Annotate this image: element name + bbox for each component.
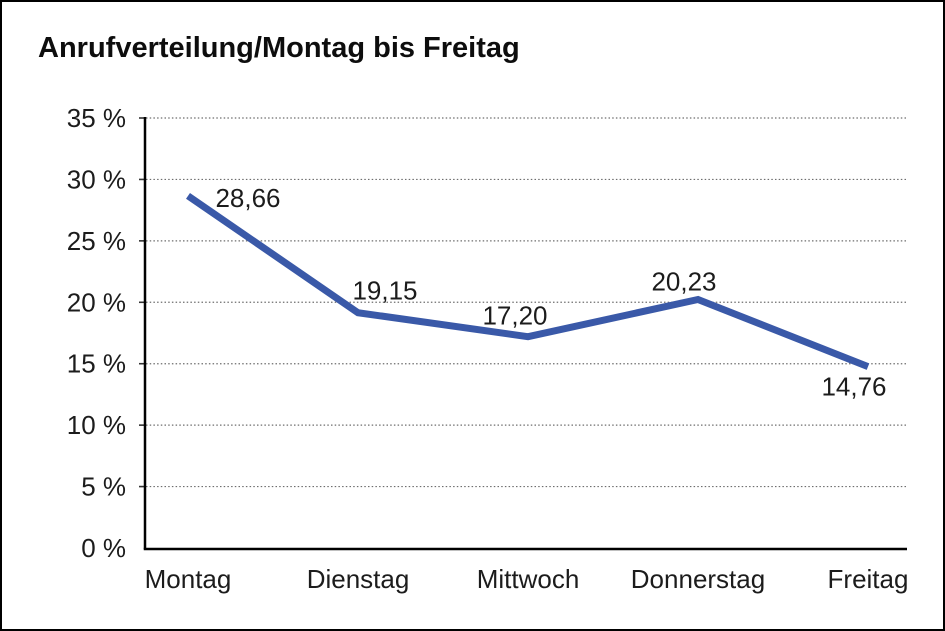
data-labels: 28,66 19,15 17,20 20,23 14,76 [215,183,886,402]
y-axis-label: 20 % [67,287,126,317]
y-axis-label: 30 % [67,164,126,194]
series-group [186,193,870,370]
chart-title: Anrufverteilung/Montag bis Freitag [38,32,520,64]
y-axis-label: 0 % [81,533,126,563]
x-axis-label: Montag [145,564,232,594]
y-axis-labels: 35 % 30 % 25 % 20 % 15 % 10 % 5 % 0 % [67,103,126,563]
x-axis-label: Freitag [828,564,909,594]
x-axis-label: Donnerstag [631,564,765,594]
y-axis-label: 35 % [67,103,126,133]
data-label: 28,66 [215,183,280,213]
data-label: 19,15 [352,276,417,306]
x-axis-label: Dienstag [307,564,410,594]
y-axis-label: 5 % [81,472,126,502]
y-axis-label: 10 % [67,410,126,440]
x-axis-label: Mittwoch [477,564,580,594]
data-label: 20,23 [651,266,716,296]
axes [143,117,907,551]
x-axis-labels: Montag Dienstag Mittwoch Donnerstag Freitag [145,564,909,594]
gridlines [146,117,907,488]
y-axis-label: 25 % [67,226,126,256]
y-axis-label: 15 % [67,349,126,379]
data-label: 17,20 [482,301,547,331]
data-label: 14,76 [821,372,886,402]
series-line [186,193,870,370]
